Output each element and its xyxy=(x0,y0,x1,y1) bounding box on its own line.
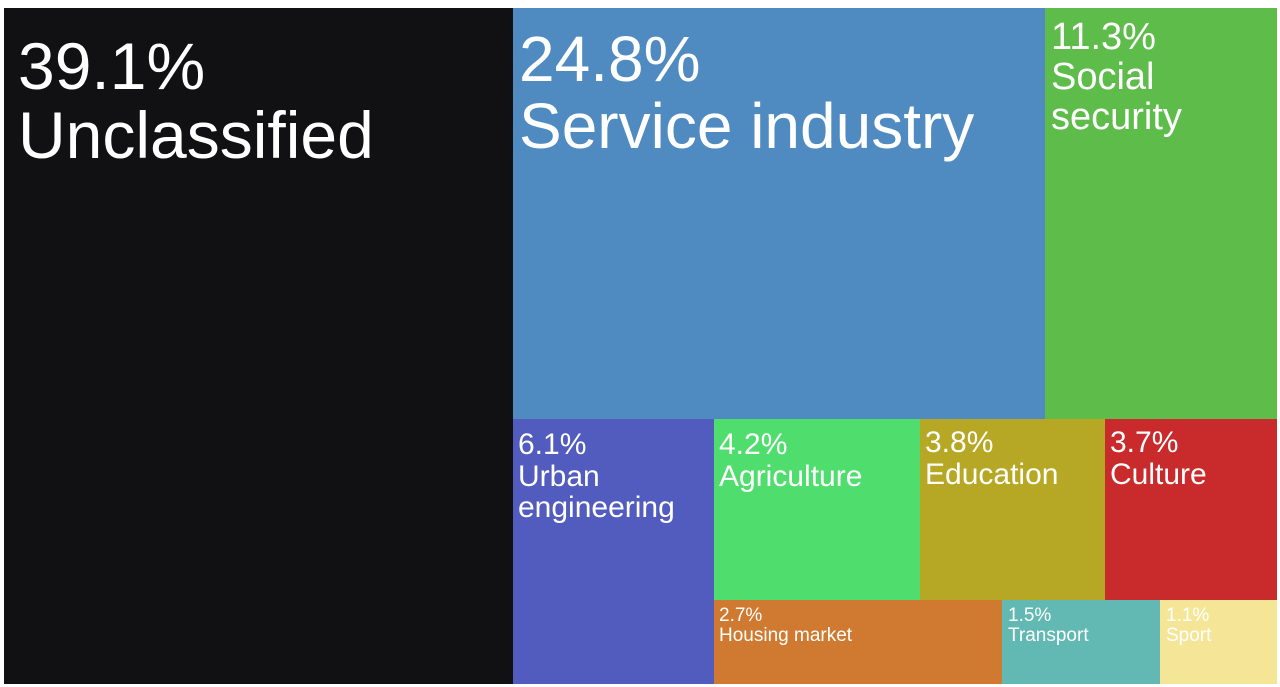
tile-category-label: Education xyxy=(925,457,1059,491)
tile-category-label: Culture xyxy=(1110,457,1207,491)
tile-percent-label: 4.2% xyxy=(719,428,788,461)
tile-category-label: Housing market xyxy=(719,624,853,646)
tile-category-label: Transport xyxy=(1008,624,1089,646)
tile-category-label: Sport xyxy=(1166,624,1212,646)
treemap-tile-housing-market: 2.7% Housing market xyxy=(714,600,1002,684)
treemap-tile-education: 3.8% Education xyxy=(920,419,1105,600)
tile-percent-label: 3.7% xyxy=(1110,426,1179,459)
treemap-tile-agriculture: 4.2% Agriculture xyxy=(714,419,920,600)
tile-percent-label: 6.1% xyxy=(518,428,587,461)
treemap-tile-transport: 1.5% Transport xyxy=(1002,600,1160,684)
treemap-tile-service-industry: 24.8% Service industry xyxy=(513,8,1045,419)
treemap-tile-sport: 1.1% Sport xyxy=(1160,600,1277,684)
tile-category-label: Social security xyxy=(1051,55,1182,138)
treemap-tile-culture: 3.7% Culture xyxy=(1105,419,1277,600)
tile-percent-label: 24.8% xyxy=(519,23,701,95)
treemap-tile-unclassified: 39.1% Unclassified xyxy=(4,8,513,684)
tile-percent-label: 39.1% xyxy=(18,29,206,103)
tile-percent-label: 2.7% xyxy=(719,605,763,626)
tile-category-label: Service industry xyxy=(519,90,975,163)
treemap-tile-social-security: 11.3% Social security xyxy=(1045,8,1277,419)
tile-percent-label: 1.1% xyxy=(1166,605,1210,626)
tile-category-label: Agriculture xyxy=(719,459,863,493)
tile-category-label: Unclassified xyxy=(18,98,374,173)
tile-percent-label: 1.5% xyxy=(1008,605,1052,626)
treemap-tile-urban-engineering: 6.1% Urban engineering xyxy=(513,419,714,684)
tile-percent-label: 11.3% xyxy=(1051,16,1156,58)
tile-percent-label: 3.8% xyxy=(925,426,994,459)
tile-category-label: Urban engineering xyxy=(518,459,675,524)
